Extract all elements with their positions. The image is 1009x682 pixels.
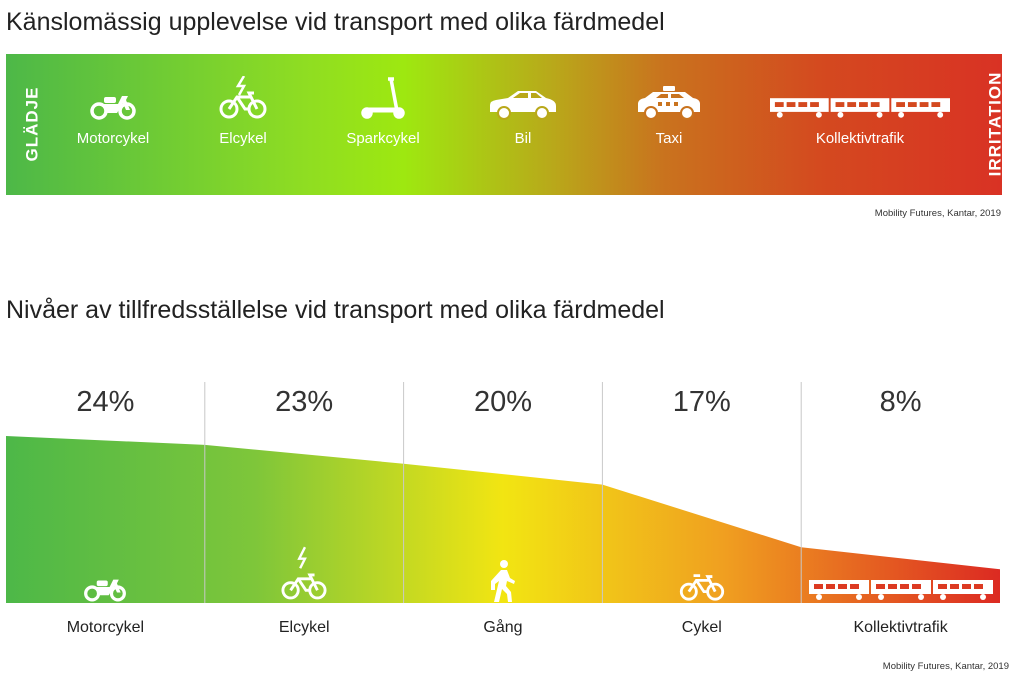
value-label: 17%	[672, 386, 731, 418]
category-label: Cykel	[681, 619, 722, 636]
mode-car: Bil	[453, 80, 593, 147]
bottom-title: Nivåer av tillfredsställelse vid transpo…	[6, 296, 665, 324]
ebike-icon	[173, 76, 313, 120]
mode-label: Bil	[514, 130, 532, 147]
category-label: Elcykel	[278, 619, 330, 636]
ebike-icon	[234, 540, 374, 602]
bicycle-icon	[632, 540, 772, 602]
mode-public-transport: Kollektivtrafik	[770, 80, 950, 147]
category-label: Motorcykel	[66, 619, 145, 636]
category-label: Kollektivtrafik	[853, 619, 948, 636]
top-title: Känslomässig upplevelse vid transport me…	[6, 8, 665, 36]
mode-label: Elcykel	[219, 130, 267, 147]
value-label: 24%	[76, 386, 135, 418]
category-label: Gång	[483, 619, 523, 636]
car-icon	[453, 80, 593, 120]
value-label: 20%	[473, 386, 533, 418]
taxi-icon	[599, 80, 739, 120]
mode-label: Taxi	[655, 130, 683, 147]
mode-ebike: Elcykel	[173, 76, 313, 147]
source-note-top: Mobility Futures, Kantar, 2019	[874, 208, 1001, 219]
satisfaction-area	[6, 436, 1000, 603]
source-note-bottom: Mobility Futures, Kantar, 2019	[882, 661, 1009, 672]
motorcycle-icon	[43, 80, 183, 120]
mode-motorcycle: Motorcykel	[43, 80, 183, 147]
value-label: 8%	[879, 386, 922, 418]
train-icon	[801, 540, 1001, 602]
mode-label: Kollektivtrafik	[815, 130, 905, 147]
mode-kick-scooter: Sparkcykel	[313, 77, 453, 147]
value-label: 23%	[275, 386, 334, 418]
emotion-gradient-band: GLÄDJE IRRITATION Motorcykel Elcykel Spa…	[6, 54, 1004, 195]
train-icon	[770, 80, 950, 120]
kick-scooter-icon	[313, 77, 453, 120]
mode-label: Sparkcykel	[346, 130, 420, 147]
motorcycle-icon	[35, 540, 175, 602]
mode-label: Motorcykel	[76, 130, 150, 147]
walking-icon	[433, 540, 573, 602]
mode-taxi: Taxi	[599, 80, 739, 147]
